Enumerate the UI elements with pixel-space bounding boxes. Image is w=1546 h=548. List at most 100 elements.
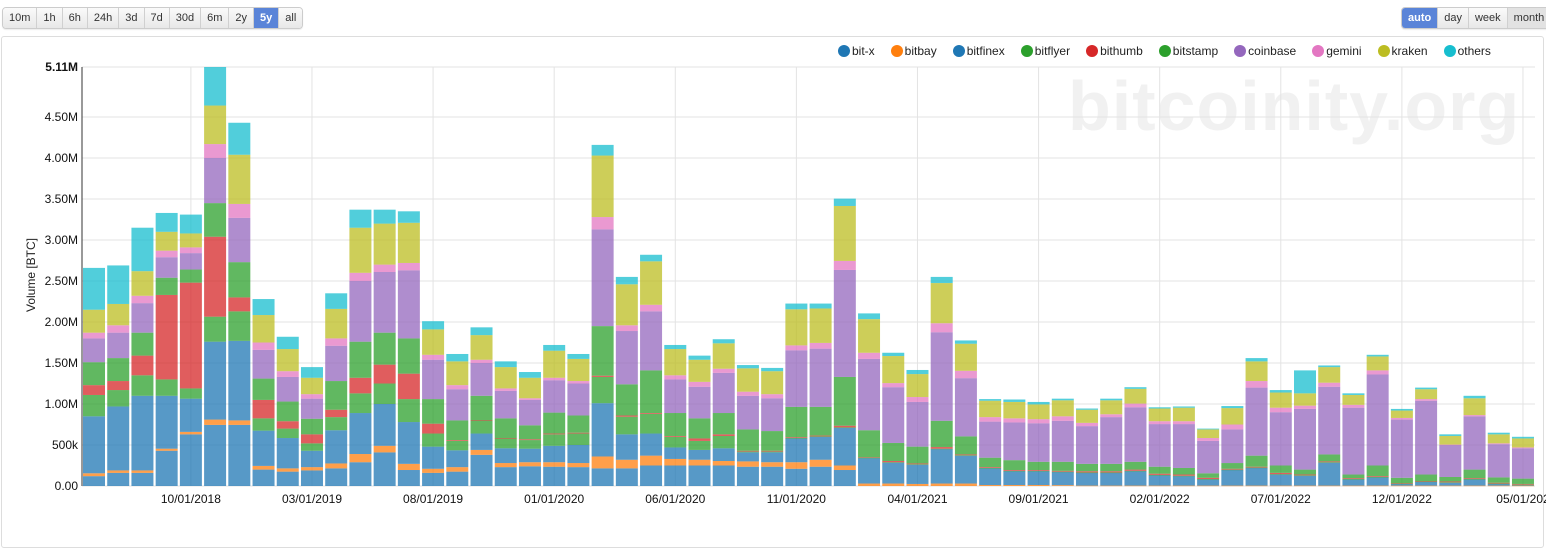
bar-segment-bithumb [1076, 471, 1099, 473]
range-button-2y[interactable]: 2y [229, 8, 255, 28]
y-tick-label: 1.50M [45, 356, 78, 370]
bar-segment-bitflyer [1511, 484, 1534, 486]
resolution-button-week[interactable]: week [1468, 8, 1508, 28]
bar-segment-gemini [979, 417, 1002, 422]
legend-item-bitflyer[interactable]: bitflyer [1020, 44, 1070, 58]
bar-segment-gemini [373, 264, 396, 272]
resolution-button-month[interactable]: month [1507, 8, 1546, 28]
legend-item-others[interactable]: others [1443, 44, 1491, 58]
bar-segment-others [1511, 436, 1534, 439]
bar-segment-gemini [107, 325, 130, 333]
bar-segment-gemini [712, 368, 735, 373]
bar-segment-bitflyer [858, 457, 881, 459]
legend-label: kraken [1391, 44, 1428, 58]
bar-segment-gemini [640, 304, 663, 312]
bar-segment-bitstamp [1294, 469, 1316, 475]
range-button-10m[interactable]: 10m [3, 8, 38, 28]
bar-segment-kraken [640, 261, 663, 305]
bar-segment-bitstamp [906, 446, 929, 464]
bar-segment-gemini [1318, 382, 1341, 387]
bar-segment-coinbase [1124, 407, 1147, 462]
bar-segment-kraken [83, 309, 105, 333]
bar-segment-bithumb [1221, 468, 1244, 470]
range-button-24h[interactable]: 24h [87, 8, 120, 28]
bar-segment-bitstamp [131, 332, 154, 356]
legend-item-bit-x[interactable]: bit-x [838, 44, 875, 58]
bar-segment-bit-x [422, 472, 445, 486]
bar-segment-bitbay [761, 462, 784, 467]
bar-segment-bitflyer [1245, 467, 1268, 469]
bar-segment-others [1076, 408, 1099, 410]
bar-segment-bithumb [1269, 472, 1292, 475]
bar-segment-others [325, 293, 348, 309]
bar-segment-kraken [761, 371, 784, 395]
bar-segment-bitflyer [882, 462, 905, 463]
bar-segment-bithumb [1027, 470, 1050, 471]
bar-segment-bitflyer [954, 455, 977, 456]
range-button-5y[interactable]: 5y [254, 8, 280, 28]
bar-segment-bithumb [494, 438, 517, 439]
bar-segment-bitflyer [131, 375, 154, 396]
bar-segment-bitbay [518, 462, 541, 467]
bar-segment-bitfinex [1197, 479, 1220, 486]
bar-segment-coinbase [1318, 386, 1341, 455]
bar-segment-bitfinex [131, 395, 154, 471]
range-button-6m[interactable]: 6m [201, 8, 230, 28]
bar-segment-bitflyer [179, 388, 202, 399]
bar-segment-others [1148, 407, 1171, 409]
bar-segment-bitstamp [640, 370, 663, 414]
legend-item-bitfinex[interactable]: bitfinex [952, 44, 1005, 58]
bar-segment-coinbase [470, 363, 493, 396]
legend-item-kraken[interactable]: kraken [1377, 44, 1428, 58]
bar-segment-others [446, 353, 469, 362]
resolution-button-auto[interactable]: auto [1402, 8, 1439, 28]
legend-item-coinbase[interactable]: coinbase [1234, 44, 1296, 58]
bar-segment-bitfinex [736, 452, 759, 462]
legend-item-bitbay[interactable]: bitbay [890, 44, 937, 58]
bar-segment-gemini [1124, 403, 1147, 408]
bar-segment-bithumb [422, 423, 445, 434]
bar-segment-bithumb [1318, 461, 1341, 463]
bar-segment-bithumb [543, 433, 566, 435]
bar-segment-bitfinex [615, 434, 638, 460]
bar-segment-kraken [1221, 408, 1244, 425]
bar-segment-kraken [1390, 410, 1413, 418]
range-button-6h[interactable]: 6h [62, 8, 88, 28]
bar-segment-bit-x [252, 469, 275, 486]
bar-segment-bitflyer [785, 438, 808, 439]
legend-item-bitstamp[interactable]: bitstamp [1158, 44, 1218, 58]
bar-segment-bit-x [228, 424, 251, 486]
bar-segment-bitstamp [1124, 461, 1147, 470]
bar-segment-bitbay [833, 465, 856, 471]
bar-segment-bitbay [567, 463, 590, 468]
range-button-3d[interactable]: 3d [119, 8, 145, 28]
bar-segment-coinbase [640, 311, 663, 371]
resolution-button-day[interactable]: day [1438, 8, 1469, 28]
bar-segment-others [518, 372, 541, 378]
legend-item-gemini[interactable]: gemini [1312, 44, 1362, 58]
bar-segment-bithumb [591, 375, 614, 377]
bar-segment-bitflyer [228, 311, 251, 341]
bar-segment-gemini [397, 262, 420, 271]
bar-segment-coinbase [930, 332, 953, 421]
bar-segment-bitbay [349, 454, 372, 463]
bar-segment-kraken [397, 222, 420, 263]
bar-segment-kraken [1076, 409, 1099, 423]
bar-segment-bit-x [131, 472, 154, 486]
range-button-30d[interactable]: 30d [169, 8, 202, 28]
bar-segment-others [1003, 399, 1026, 402]
y-tick-label: 0.00 [55, 479, 79, 493]
bar-segment-bitflyer [1148, 474, 1171, 476]
range-button-7d[interactable]: 7d [144, 8, 170, 28]
legend-item-bithumb[interactable]: bithumb [1086, 44, 1143, 58]
bar-segment-coinbase [567, 383, 590, 416]
range-button-1h[interactable]: 1h [37, 8, 63, 28]
bar-segment-bitfinex [979, 468, 1002, 486]
bar-segment-others [543, 344, 566, 351]
bar-segment-bitfinex [833, 427, 856, 466]
bar-segment-others [155, 212, 178, 232]
bar-segment-bitstamp [785, 406, 808, 438]
stacked-bar-chart: 0.00 500k 1.00M 1.50M 2.00M 2.50M 3.00M 3.50M 4.… [45, 60, 1546, 506]
range-button-all[interactable]: all [279, 8, 303, 28]
bar-segment-bit-x [325, 468, 348, 486]
